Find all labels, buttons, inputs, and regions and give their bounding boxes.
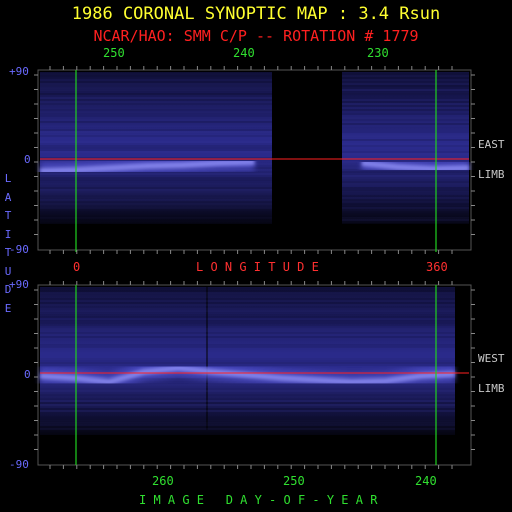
day-tick-label: 250 bbox=[283, 474, 305, 488]
top-tick-label: 240 bbox=[233, 46, 255, 60]
bottom-tick-label: 0 bbox=[73, 260, 81, 274]
lat-tick-label: -90 bbox=[9, 243, 29, 256]
bottom-tick-label: 360 bbox=[426, 260, 448, 274]
west-limb-label: LIMB bbox=[478, 382, 505, 395]
map-title: 1986 CORONAL SYNOPTIC MAP : 3.4 Rsun bbox=[71, 4, 441, 24]
map-subtitle: NCAR/HAO: SMM C/P -- ROTATION # 1779 bbox=[93, 27, 419, 45]
day-of-year-axis-label: I M A G E D A Y - O F - Y E A R bbox=[139, 493, 378, 507]
top-panel-frame bbox=[37, 69, 472, 251]
top-tick-label: 230 bbox=[367, 46, 389, 60]
east-limb-label: LIMB bbox=[478, 168, 505, 181]
top-tick-label: 250 bbox=[103, 46, 125, 60]
east-limb-label: EAST bbox=[478, 138, 505, 151]
day-tick-label: 260 bbox=[152, 474, 174, 488]
bottom-panel-frame bbox=[37, 284, 472, 466]
lat-tick-label: +90 bbox=[9, 65, 29, 78]
longitude-axis-label: L O N G I T U D E bbox=[196, 260, 319, 274]
west-limb-label: WEST bbox=[478, 352, 505, 365]
west-limb-map bbox=[40, 287, 455, 435]
lat-tick-label: -90 bbox=[9, 458, 29, 471]
lat-tick-label: +90 bbox=[9, 278, 29, 291]
lat-tick-label: 0 bbox=[24, 368, 31, 381]
lat-tick-label: 0 bbox=[24, 153, 31, 166]
day-tick-label: 240 bbox=[415, 474, 437, 488]
